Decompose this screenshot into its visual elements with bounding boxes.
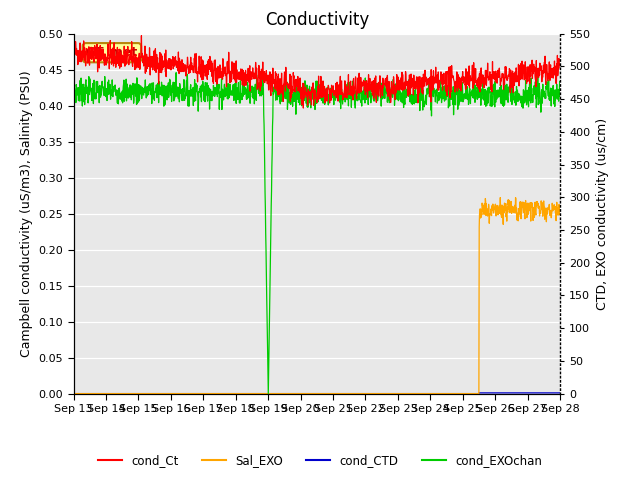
Y-axis label: Campbell conductivity (uS/m3), Salinity (PSU): Campbell conductivity (uS/m3), Salinity … [20, 70, 33, 357]
Legend: cond_Ct, Sal_EXO, cond_CTD, cond_EXOchan: cond_Ct, Sal_EXO, cond_CTD, cond_EXOchan [93, 449, 547, 472]
Y-axis label: CTD, EXO conductivity (us/cm): CTD, EXO conductivity (us/cm) [596, 118, 609, 310]
Text: GT_met: GT_met [86, 46, 138, 59]
Title: Conductivity: Conductivity [265, 11, 369, 29]
